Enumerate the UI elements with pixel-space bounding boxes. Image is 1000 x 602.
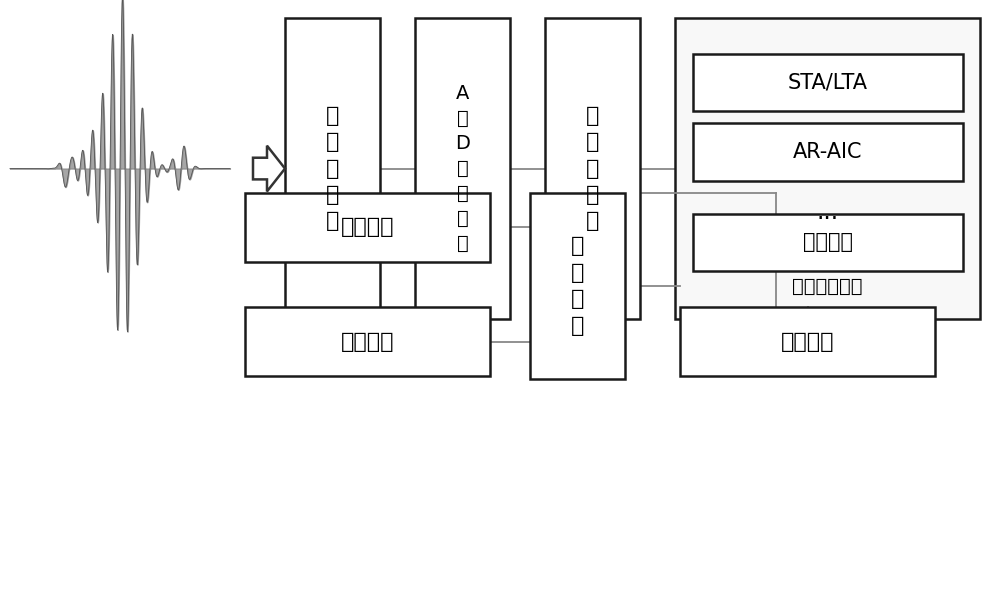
- Text: 机器学习: 机器学习: [803, 232, 853, 252]
- Bar: [245, 307, 490, 376]
- Text: STA/LTA: STA/LTA: [788, 73, 868, 93]
- Bar: [693, 214, 963, 271]
- Bar: [245, 193, 490, 262]
- Bar: [693, 54, 963, 111]
- Bar: [680, 307, 935, 376]
- Text: 模
拟
滤
波
器: 模 拟 滤 波 器: [326, 106, 339, 231]
- Bar: [415, 18, 510, 319]
- Bar: [285, 18, 380, 319]
- Text: ...: ...: [816, 200, 839, 224]
- Text: 数据上传: 数据上传: [341, 332, 394, 352]
- Bar: [545, 18, 640, 319]
- Bar: [675, 18, 980, 319]
- Polygon shape: [253, 146, 285, 191]
- Bar: [693, 123, 963, 181]
- Text: AR-AIC: AR-AIC: [793, 142, 863, 162]
- Text: A
／
D
转
换
电
路: A ／ D 转 换 电 路: [455, 84, 470, 253]
- Bar: [530, 193, 625, 379]
- Text: 数据存储: 数据存储: [341, 217, 394, 237]
- Text: 数
字
滤
波
器: 数 字 滤 波 器: [586, 106, 599, 231]
- Text: 边缘计算网关: 边缘计算网关: [792, 276, 863, 296]
- Text: 时钟数据: 时钟数据: [781, 332, 834, 352]
- Text: 数
据
压
缩: 数 据 压 缩: [571, 237, 584, 335]
